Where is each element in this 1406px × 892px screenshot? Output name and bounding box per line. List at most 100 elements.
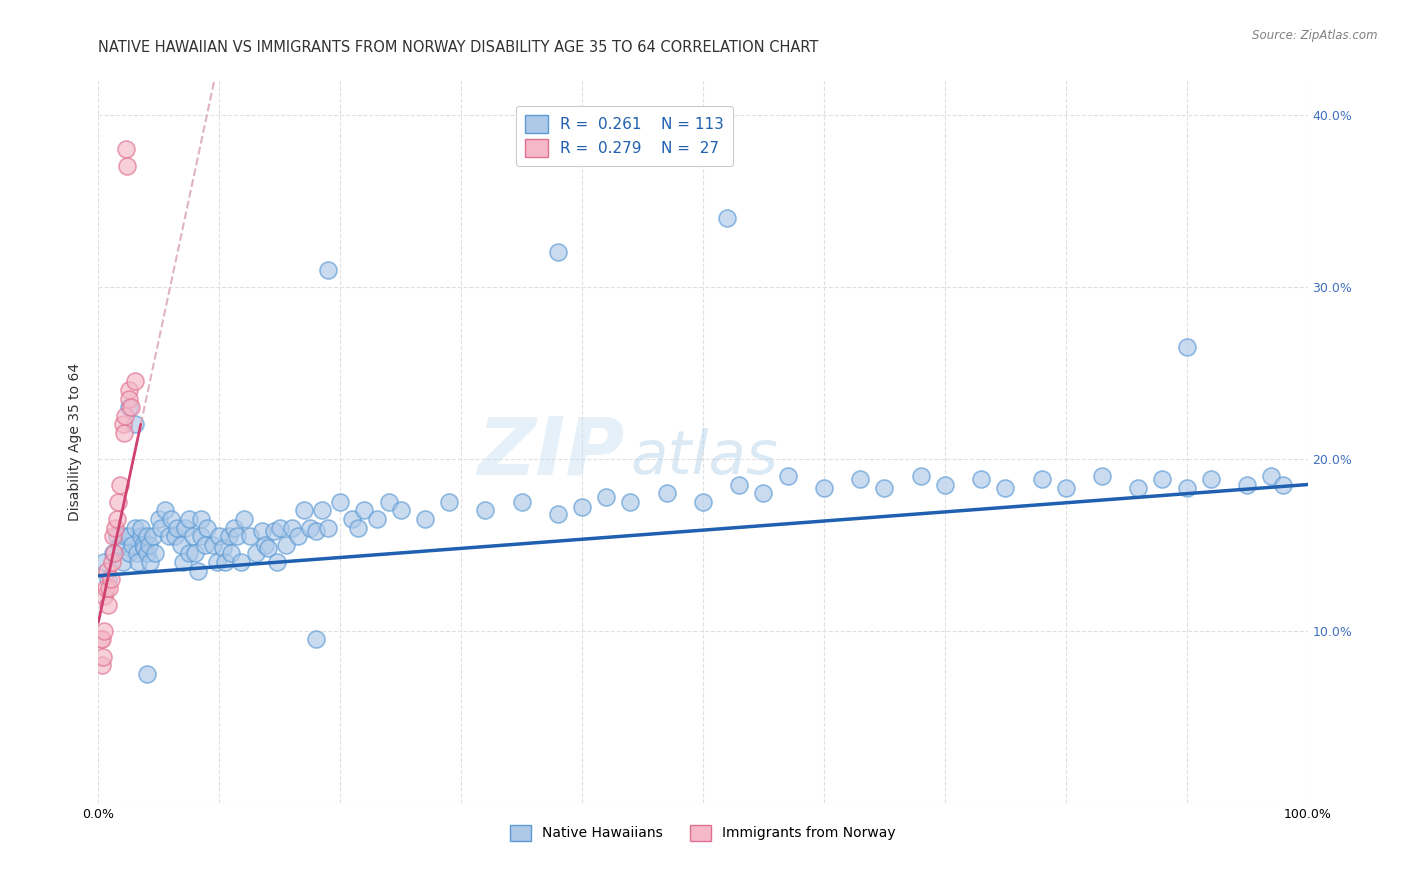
Point (299, 520, 322, 534)
Text: ZIP: ZIP (477, 413, 624, 491)
Point (163, 529, 186, 543)
Point (329, 494, 352, 508)
Point (218, 529, 240, 543)
Point (118, 392, 141, 406)
Point (169, 538, 191, 552)
Text: NATIVE HAWAIIAN VS IMMIGRANTS FROM NORWAY DISABILITY AGE 35 TO 64 CORRELATION CH: NATIVE HAWAIIAN VS IMMIGRANTS FROM NORWA… (98, 40, 818, 55)
Point (910, 469, 932, 483)
Point (96, 564, 118, 578)
Point (118, 529, 141, 543)
Point (269, 520, 291, 534)
Point (214, 555, 236, 569)
Point (111, 555, 134, 569)
Point (118, 400, 141, 414)
Point (107, 494, 129, 508)
Point (205, 555, 228, 569)
Point (510, 494, 533, 508)
Point (179, 512, 201, 526)
Point (366, 512, 388, 526)
Point (377, 494, 399, 508)
Point (120, 400, 142, 414)
Point (619, 494, 641, 508)
Point (132, 538, 155, 552)
Point (245, 546, 267, 560)
Point (226, 529, 249, 543)
Point (970, 472, 993, 486)
Point (127, 555, 149, 569)
Point (114, 529, 136, 543)
Point (873, 481, 896, 495)
Point (111, 417, 134, 432)
Point (190, 529, 212, 543)
Point (112, 425, 135, 440)
Point (413, 512, 436, 526)
Point (547, 245, 569, 260)
Point (250, 524, 273, 538)
Point (103, 546, 125, 560)
Point (994, 481, 1017, 495)
Point (274, 538, 297, 552)
Point (172, 555, 194, 569)
Y-axis label: Disability Age 35 to 64: Disability Age 35 to 64 (69, 362, 83, 521)
Point (728, 477, 751, 491)
Point (100, 572, 122, 586)
Point (153, 503, 176, 517)
Text: atlas: atlas (630, 428, 779, 487)
Point (90, 632, 112, 647)
Legend: Native Hawaiians, Immigrants from Norway: Native Hawaiians, Immigrants from Norway (505, 819, 901, 847)
Point (342, 512, 364, 526)
Point (181, 529, 204, 543)
Point (1175, 481, 1198, 495)
Point (139, 555, 162, 569)
Point (142, 529, 165, 543)
Point (1128, 481, 1150, 495)
Point (184, 546, 207, 560)
Point (752, 486, 775, 500)
Point (1152, 472, 1174, 486)
Point (143, 546, 166, 560)
Point (1054, 481, 1077, 495)
Point (160, 512, 183, 526)
Point (316, 262, 339, 277)
Point (1175, 340, 1198, 354)
Point (281, 520, 304, 534)
Point (256, 541, 278, 556)
Point (91, 649, 114, 664)
Point (114, 409, 136, 423)
Point (134, 541, 156, 556)
Point (157, 529, 180, 543)
Text: Source: ZipAtlas.com: Source: ZipAtlas.com (1253, 29, 1378, 42)
Point (148, 512, 170, 526)
Point (1272, 477, 1295, 491)
Point (292, 503, 315, 517)
Point (108, 538, 131, 552)
Point (108, 477, 131, 491)
Point (124, 417, 146, 432)
Point (776, 469, 799, 483)
Point (97, 572, 120, 586)
Point (311, 503, 333, 517)
Point (813, 481, 835, 495)
Point (353, 503, 375, 517)
Point (190, 512, 212, 526)
Point (105, 512, 128, 526)
Point (135, 666, 157, 681)
Point (1091, 469, 1114, 483)
Point (115, 142, 138, 156)
Point (179, 546, 201, 560)
Point (716, 211, 738, 225)
Point (129, 520, 152, 534)
Point (135, 546, 157, 560)
Point (229, 555, 252, 569)
Point (232, 512, 254, 526)
Point (124, 520, 146, 534)
Point (135, 529, 157, 543)
Point (91, 658, 114, 673)
Point (97, 598, 120, 612)
Point (118, 546, 141, 560)
Point (194, 538, 217, 552)
Point (437, 494, 460, 508)
Point (1199, 472, 1222, 486)
Point (101, 529, 124, 543)
Point (347, 520, 370, 534)
